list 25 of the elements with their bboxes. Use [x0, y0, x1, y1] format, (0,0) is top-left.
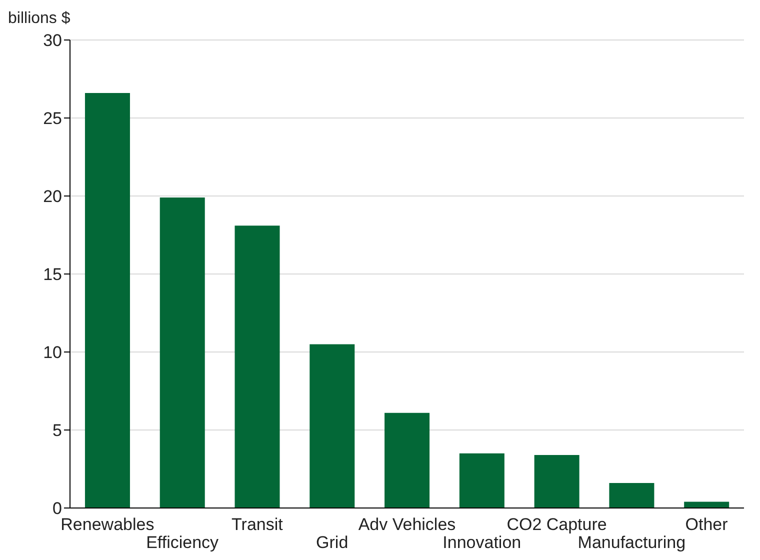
y-tick-label: 10 — [43, 343, 62, 362]
y-tick-label: 0 — [52, 499, 62, 518]
y-tick-label: 20 — [43, 187, 62, 206]
x-tick-label: Manufacturing — [578, 533, 686, 552]
x-tick-label: Renewables — [60, 515, 154, 534]
y-tick-label: 25 — [43, 109, 62, 128]
x-tick-label: Transit — [232, 515, 284, 534]
bar — [534, 454, 580, 508]
x-tick-label: CO2 Capture — [506, 515, 607, 534]
y-axis-title: billions $ — [8, 10, 70, 28]
bar — [160, 198, 205, 508]
x-tick-label: Other — [685, 515, 728, 534]
bar — [234, 226, 280, 508]
bar — [384, 412, 430, 508]
bar — [459, 453, 504, 508]
y-tick-label: 5 — [52, 421, 62, 440]
y-tick-label: 15 — [43, 265, 62, 284]
x-tick-label: Grid — [316, 533, 348, 552]
bar — [609, 483, 654, 508]
x-tick-label: Innovation — [442, 533, 522, 552]
x-tick-label: Efficiency — [146, 533, 220, 552]
bar — [84, 93, 130, 508]
bar — [310, 344, 355, 508]
y-tick-label: 30 — [43, 31, 62, 50]
x-tick-label: Adv Vehicles — [358, 515, 456, 534]
